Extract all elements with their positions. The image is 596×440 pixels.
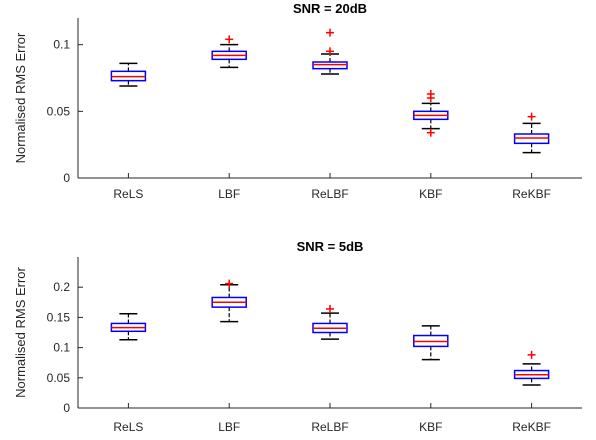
box-relbf xyxy=(312,304,348,340)
panel-snr-20db: SNR = 20dB Normalised RMS Error 0 0.05 0.1 Re… xyxy=(13,1,582,201)
chart-title: SNR = 5dB xyxy=(297,239,364,254)
y-tick-label: 0 xyxy=(63,171,70,185)
outlier-marker xyxy=(326,304,334,313)
x-tick-label-kbf: KBF xyxy=(419,187,442,201)
y-axis-label: Normalised RMS Error xyxy=(13,32,28,163)
y-tick-label: 0 xyxy=(63,401,70,415)
outlier-marker xyxy=(225,35,234,44)
box-kbf xyxy=(413,325,449,361)
y-tick-label: 0.1 xyxy=(53,341,70,355)
box-kbf xyxy=(413,90,449,137)
outlier-marker xyxy=(527,112,536,121)
x-tick-label-relbf: ReLBF xyxy=(311,420,348,434)
outlier-marker xyxy=(426,90,435,98)
y-tick-label: 0.1 xyxy=(53,38,70,52)
x-tick-label-rels: ReLS xyxy=(113,187,143,201)
y-axis-label: Normalised RMS Error xyxy=(13,266,28,397)
box-rels xyxy=(110,62,147,87)
x-tick-label-rekbf: ReKBF xyxy=(512,420,551,434)
x-tick-label-rekbf: ReKBF xyxy=(512,187,551,201)
chart-title: SNR = 20dB xyxy=(293,1,367,16)
y-tick-label: 0.2 xyxy=(53,280,70,294)
x-tick-label-lbf: LBF xyxy=(218,420,240,434)
outlier-marker xyxy=(326,47,334,56)
box-rels xyxy=(110,313,147,341)
y-tick-label: 0.15 xyxy=(47,310,71,324)
x-tick-label-kbf: KBF xyxy=(419,420,442,434)
outlier-marker xyxy=(225,279,234,288)
x-tick-label-lbf: LBF xyxy=(218,187,240,201)
x-tick-label-relbf: ReLBF xyxy=(311,187,348,201)
outlier-marker xyxy=(527,350,536,359)
y-tick-label: 0.05 xyxy=(47,104,71,118)
box-lbf xyxy=(211,279,247,323)
box-rekbf xyxy=(513,350,550,386)
y-tick-label: 0.05 xyxy=(47,371,71,385)
box-relbf xyxy=(312,28,348,75)
x-tick-label-rels: ReLS xyxy=(113,420,143,434)
box-rekbf xyxy=(513,112,550,154)
panel-snr-5db: SNR = 5dB Normalised RMS Error 0 0.05 0.1 0.1… xyxy=(13,239,582,434)
outlier-marker xyxy=(426,128,435,137)
outlier-marker xyxy=(326,28,334,37)
box-lbf xyxy=(211,35,247,69)
